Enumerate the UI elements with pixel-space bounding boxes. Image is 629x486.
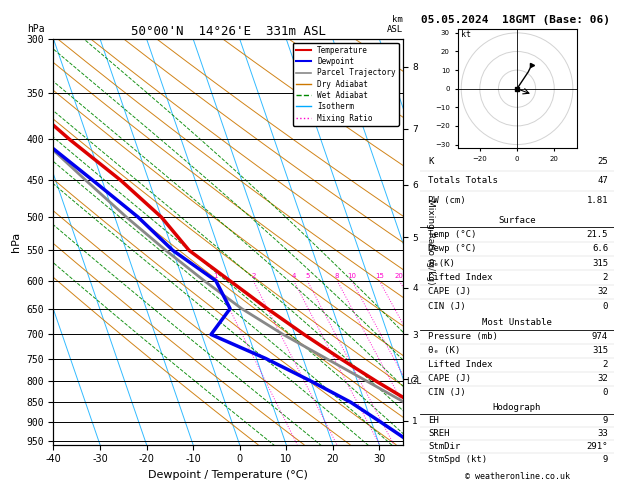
Text: K: K xyxy=(428,156,433,166)
Text: CIN (J): CIN (J) xyxy=(428,388,465,397)
Text: Most Unstable: Most Unstable xyxy=(482,318,552,328)
Text: 21.5: 21.5 xyxy=(587,230,608,239)
Text: 0: 0 xyxy=(603,302,608,311)
Text: km
ASL: km ASL xyxy=(386,15,403,34)
Text: hPa: hPa xyxy=(27,24,45,34)
Text: 0: 0 xyxy=(603,388,608,397)
Text: 25: 25 xyxy=(598,156,608,166)
Y-axis label: Mixing Ratio (g/kg): Mixing Ratio (g/kg) xyxy=(426,199,435,285)
Text: 4: 4 xyxy=(291,273,296,278)
Text: Hodograph: Hodograph xyxy=(493,403,541,412)
Text: kt: kt xyxy=(461,30,471,38)
Text: 1: 1 xyxy=(213,273,218,278)
Text: Dewp (°C): Dewp (°C) xyxy=(428,244,476,253)
Text: StmDir: StmDir xyxy=(428,442,460,451)
Text: 6.6: 6.6 xyxy=(592,244,608,253)
Text: 32: 32 xyxy=(598,374,608,383)
Title: 50°00'N  14°26'E  331m ASL: 50°00'N 14°26'E 331m ASL xyxy=(130,25,326,38)
Text: LCL: LCL xyxy=(406,377,421,385)
Text: Temp (°C): Temp (°C) xyxy=(428,230,476,239)
Legend: Temperature, Dewpoint, Parcel Trajectory, Dry Adiabat, Wet Adiabat, Isotherm, Mi: Temperature, Dewpoint, Parcel Trajectory… xyxy=(292,43,399,125)
Text: SREH: SREH xyxy=(428,429,450,438)
Text: 32: 32 xyxy=(598,287,608,296)
Text: CAPE (J): CAPE (J) xyxy=(428,374,471,383)
Text: Totals Totals: Totals Totals xyxy=(428,176,498,185)
X-axis label: Dewpoint / Temperature (°C): Dewpoint / Temperature (°C) xyxy=(148,470,308,480)
Text: Lifted Index: Lifted Index xyxy=(428,273,493,282)
Text: 5: 5 xyxy=(305,273,309,278)
Text: 20: 20 xyxy=(395,273,404,278)
Text: 47: 47 xyxy=(598,176,608,185)
Text: 2: 2 xyxy=(603,360,608,369)
Text: Pressure (mb): Pressure (mb) xyxy=(428,332,498,341)
Text: PW (cm): PW (cm) xyxy=(428,196,465,205)
Text: EH: EH xyxy=(428,416,438,425)
Text: 9: 9 xyxy=(603,416,608,425)
Text: 315: 315 xyxy=(592,346,608,355)
Text: 15: 15 xyxy=(375,273,384,278)
Text: 8: 8 xyxy=(335,273,340,278)
Text: 1.81: 1.81 xyxy=(587,196,608,205)
Text: θₑ (K): θₑ (K) xyxy=(428,346,460,355)
Text: 05.05.2024  18GMT (Base: 06): 05.05.2024 18GMT (Base: 06) xyxy=(421,15,610,25)
Text: 2: 2 xyxy=(251,273,255,278)
Text: 974: 974 xyxy=(592,332,608,341)
Text: Surface: Surface xyxy=(498,216,536,225)
Text: CAPE (J): CAPE (J) xyxy=(428,287,471,296)
Text: © weatheronline.co.uk: © weatheronline.co.uk xyxy=(465,472,569,481)
Text: CIN (J): CIN (J) xyxy=(428,302,465,311)
Text: Lifted Index: Lifted Index xyxy=(428,360,493,369)
Text: 315: 315 xyxy=(592,259,608,268)
Text: θₑ(K): θₑ(K) xyxy=(428,259,455,268)
Text: 291°: 291° xyxy=(587,442,608,451)
Y-axis label: hPa: hPa xyxy=(11,232,21,252)
Text: 10: 10 xyxy=(347,273,357,278)
Text: 9: 9 xyxy=(603,455,608,464)
Text: 2: 2 xyxy=(603,273,608,282)
Text: StmSpd (kt): StmSpd (kt) xyxy=(428,455,487,464)
Text: 33: 33 xyxy=(598,429,608,438)
